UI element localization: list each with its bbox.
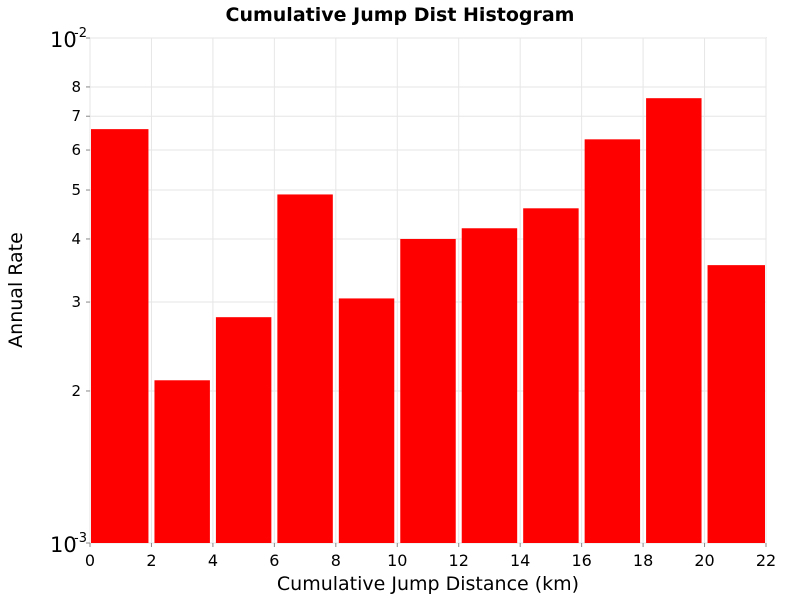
x-axis-label: Cumulative Jump Distance (km)	[277, 573, 579, 595]
y-decade-label-base-1: 10	[50, 533, 77, 557]
x-tick-label-7: 14	[510, 551, 530, 570]
x-tick-label-10: 20	[694, 551, 714, 570]
y-tick-label-2: 4	[71, 230, 81, 248]
x-axis-ticks: 0 2 4 6 8 10 12 14 16 18 20 22	[85, 543, 776, 570]
x-tick-label-11: 22	[756, 551, 776, 570]
bar-0	[91, 129, 149, 543]
y-decade-label-base-0: 10	[50, 28, 77, 52]
y-axis-label: Annual Rate	[5, 232, 27, 348]
bar-5	[400, 238, 456, 543]
y-decade-label-exp-0: -2	[74, 26, 87, 41]
x-tick-label-4: 8	[331, 551, 341, 570]
x-tick-label-1: 2	[146, 551, 156, 570]
x-tick-label-3: 6	[269, 551, 279, 570]
y-tick-label-4: 6	[71, 141, 81, 159]
chart-title: Cumulative Jump Dist Histogram	[226, 4, 575, 26]
bar-8	[584, 139, 641, 544]
bar-4	[338, 298, 395, 543]
x-tick-label-9: 18	[633, 551, 653, 570]
y-decade-label-exp-1: -3	[74, 531, 87, 546]
x-tick-label-6: 12	[449, 551, 469, 570]
bar-7	[523, 208, 579, 543]
bar-9	[646, 98, 702, 543]
y-tick-label-5: 7	[71, 107, 81, 125]
x-tick-label-2: 4	[208, 551, 218, 570]
bar-1	[154, 380, 210, 543]
bar-2	[215, 317, 272, 543]
y-tick-label-6: 8	[71, 78, 81, 96]
y-tick-label-0: 2	[71, 382, 81, 400]
bar-6	[461, 228, 518, 544]
x-tick-label-8: 16	[571, 551, 591, 570]
y-tick-label-3: 5	[71, 181, 81, 199]
y-tick-label-1: 3	[71, 293, 81, 311]
bar-3	[277, 194, 333, 543]
bar-10	[707, 265, 765, 543]
x-tick-label-5: 10	[387, 551, 407, 570]
bars	[91, 98, 765, 544]
x-tick-label-0: 0	[85, 551, 95, 570]
